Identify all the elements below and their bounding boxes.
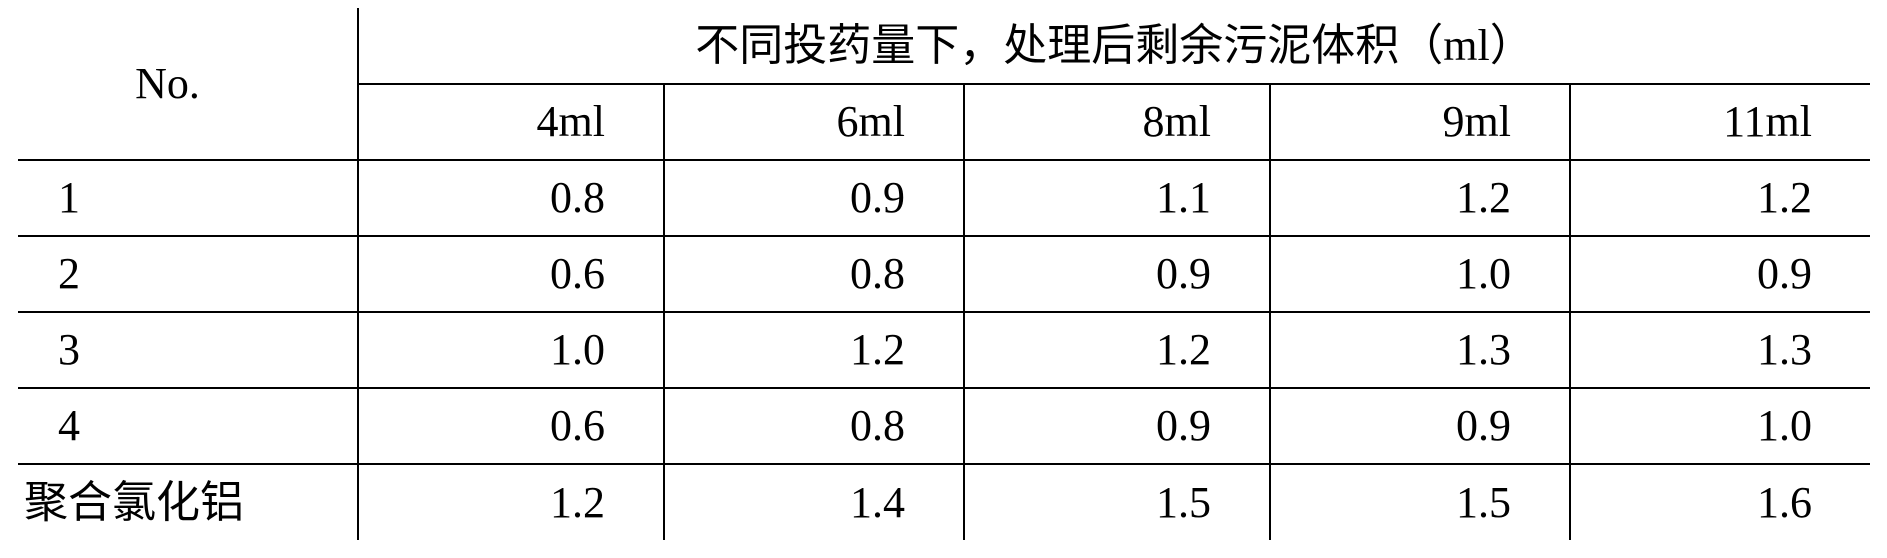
- row-label: 聚合氯化铝: [18, 464, 358, 540]
- col-header-dose-3: 9ml: [1270, 84, 1570, 160]
- cell-value: 1.3: [1270, 312, 1570, 388]
- cell-value: 1.0: [1270, 236, 1570, 312]
- table-header: No. 不同投药量下，处理后剩余污泥体积（ml） 4ml 6ml 8ml 9ml…: [18, 8, 1870, 160]
- table-body: 1 0.8 0.9 1.1 1.2 1.2 2 0.6 0.8 0.9 1.0 …: [18, 160, 1870, 540]
- row-label: 3: [18, 312, 358, 388]
- table-row: 4 0.6 0.8 0.9 0.9 1.0: [18, 388, 1870, 464]
- table-row: 1 0.8 0.9 1.1 1.2 1.2: [18, 160, 1870, 236]
- col-header-dose-4: 11ml: [1570, 84, 1870, 160]
- cell-value: 1.4: [664, 464, 964, 540]
- table-row: 2 0.6 0.8 0.9 1.0 0.9: [18, 236, 1870, 312]
- cell-value: 0.9: [1570, 236, 1870, 312]
- cell-value: 1.5: [964, 464, 1270, 540]
- cell-value: 1.2: [1570, 160, 1870, 236]
- cell-value: 1.0: [1570, 388, 1870, 464]
- cell-value: 1.5: [1270, 464, 1570, 540]
- cell-value: 1.2: [964, 312, 1270, 388]
- col-header-no: No.: [18, 8, 358, 160]
- cell-value: 1.0: [358, 312, 664, 388]
- cell-value: 1.2: [358, 464, 664, 540]
- cell-value: 1.1: [964, 160, 1270, 236]
- row-label: 4: [18, 388, 358, 464]
- sludge-volume-table: No. 不同投药量下，处理后剩余污泥体积（ml） 4ml 6ml 8ml 9ml…: [18, 8, 1870, 540]
- header-row-1: No. 不同投药量下，处理后剩余污泥体积（ml）: [18, 8, 1870, 84]
- cell-value: 0.9: [664, 160, 964, 236]
- cell-value: 0.9: [964, 236, 1270, 312]
- cell-value: 0.9: [1270, 388, 1570, 464]
- cell-value: 0.8: [664, 236, 964, 312]
- cell-value: 1.6: [1570, 464, 1870, 540]
- row-label: 1: [18, 160, 358, 236]
- col-header-span: 不同投药量下，处理后剩余污泥体积（ml）: [358, 8, 1870, 84]
- cell-value: 0.8: [664, 388, 964, 464]
- cell-value: 1.3: [1570, 312, 1870, 388]
- cell-value: 0.8: [358, 160, 664, 236]
- table-container: No. 不同投药量下，处理后剩余污泥体积（ml） 4ml 6ml 8ml 9ml…: [0, 0, 1887, 558]
- col-header-dose-0: 4ml: [358, 84, 664, 160]
- cell-value: 0.9: [964, 388, 1270, 464]
- table-row: 3 1.0 1.2 1.2 1.3 1.3: [18, 312, 1870, 388]
- col-header-dose-1: 6ml: [664, 84, 964, 160]
- table-row: 聚合氯化铝 1.2 1.4 1.5 1.5 1.6: [18, 464, 1870, 540]
- cell-value: 1.2: [664, 312, 964, 388]
- cell-value: 0.6: [358, 388, 664, 464]
- cell-value: 0.6: [358, 236, 664, 312]
- cell-value: 1.2: [1270, 160, 1570, 236]
- col-header-dose-2: 8ml: [964, 84, 1270, 160]
- row-label: 2: [18, 236, 358, 312]
